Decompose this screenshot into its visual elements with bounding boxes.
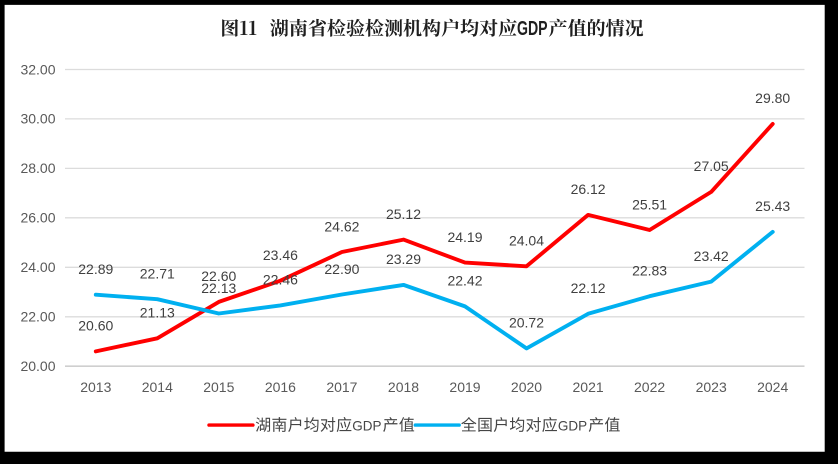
svg-text:22.83: 22.83 [632,263,667,279]
svg-text:GDP: GDP [517,18,548,40]
svg-text:22.71: 22.71 [140,266,175,282]
svg-text:25.51: 25.51 [632,196,667,212]
svg-text:GDP: GDP [352,418,381,434]
svg-text:21.13: 21.13 [140,305,175,321]
svg-text:22.12: 22.12 [571,280,606,296]
svg-text:2023: 2023 [696,379,727,395]
svg-text:24.62: 24.62 [324,218,359,234]
svg-text:23.46: 23.46 [263,247,298,263]
svg-text:20.72: 20.72 [509,315,544,331]
svg-text:25.43: 25.43 [755,198,790,214]
svg-text:23.42: 23.42 [694,248,729,264]
svg-text:26.12: 26.12 [571,181,606,197]
svg-text:24.00: 24.00 [20,259,55,275]
svg-text:2013: 2013 [80,379,111,395]
svg-text:2014: 2014 [142,379,173,395]
svg-text:2018: 2018 [388,379,419,395]
svg-text:32.00: 32.00 [20,61,55,77]
svg-text:22.13: 22.13 [201,280,236,296]
svg-text:22.46: 22.46 [263,272,298,288]
svg-text:23.29: 23.29 [386,251,421,267]
svg-text:29.80: 29.80 [755,90,790,106]
svg-text:24.04: 24.04 [509,233,544,249]
svg-text:2019: 2019 [449,379,480,395]
svg-text:22.42: 22.42 [447,273,482,289]
svg-text:20.00: 20.00 [20,358,55,374]
svg-text:22.89: 22.89 [78,261,113,277]
svg-text:2021: 2021 [573,379,604,395]
svg-text:24.19: 24.19 [447,229,482,245]
svg-text:2017: 2017 [326,379,357,395]
svg-text:28.00: 28.00 [20,160,55,176]
svg-text:25.12: 25.12 [386,206,421,222]
svg-text:2015: 2015 [203,379,234,395]
svg-text:30.00: 30.00 [20,111,55,127]
svg-text:2024: 2024 [757,379,788,395]
svg-text:2022: 2022 [634,379,665,395]
svg-text:20.60: 20.60 [78,318,113,334]
svg-text:2016: 2016 [265,379,296,395]
svg-text:27.05: 27.05 [694,158,729,174]
svg-text:22.90: 22.90 [324,261,359,277]
svg-text:GDP: GDP [558,418,587,434]
svg-text:2020: 2020 [511,379,542,395]
svg-text:22.60: 22.60 [201,268,236,284]
svg-text:26.00: 26.00 [20,210,55,226]
svg-text:22.00: 22.00 [20,309,55,325]
